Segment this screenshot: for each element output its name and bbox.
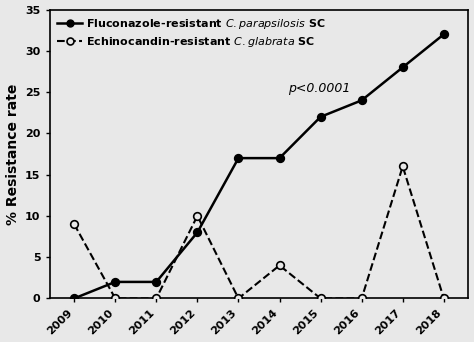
Y-axis label: % Resistance rate: % Resistance rate xyxy=(6,83,19,225)
Legend: Fluconazole-resistant $\it{C. parapsilosis}$ SC, Echinocandin-resistant $\it{C. : Fluconazole-resistant $\it{C. parapsilos… xyxy=(55,15,328,51)
Text: p<0.0001: p<0.0001 xyxy=(288,82,350,95)
